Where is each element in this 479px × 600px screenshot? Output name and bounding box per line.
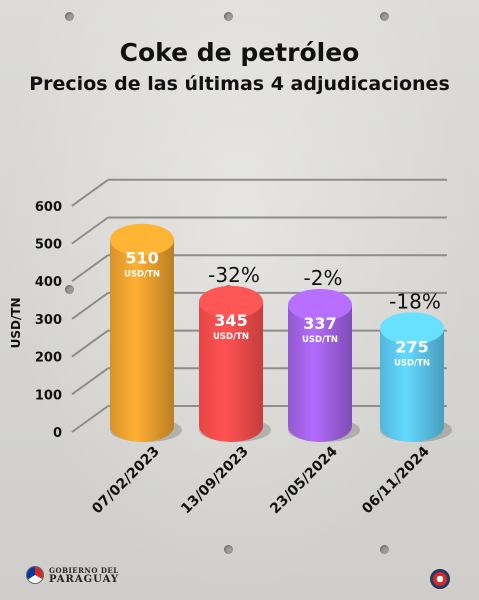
bar — [288, 304, 352, 442]
institution-seal-icon — [430, 569, 450, 589]
x-tick-label: 23/05/2024 — [267, 443, 341, 517]
gobierno-paraguay-logo: GOBIERNO DEL PARAGUAY — [26, 566, 119, 585]
wall-hole-decoration — [380, 545, 389, 554]
paraguay-flag-icon — [26, 566, 44, 584]
bar — [199, 301, 263, 442]
bar-top — [288, 288, 352, 321]
y-tick-label: 600 — [35, 200, 62, 215]
y-tick-label: 0 — [53, 426, 62, 441]
y-tick-label: 100 — [35, 388, 62, 403]
x-tick-label: 13/09/2023 — [178, 444, 252, 518]
grid-line-side — [71, 367, 109, 396]
bar-unit-label: USD/TN — [213, 332, 249, 342]
wall-hole-decoration — [65, 12, 74, 21]
y-axis-label: USD/TN — [9, 297, 23, 348]
logo-line-1: GOBIERNO DEL — [49, 566, 119, 575]
bar-top — [199, 285, 263, 318]
grid-line-side — [71, 329, 109, 358]
wall-hole-decoration — [224, 12, 233, 21]
logo-line-2: PARAGUAY — [49, 574, 119, 585]
wall-hole-decoration — [65, 285, 74, 294]
bar-top — [110, 223, 174, 256]
y-tick-label: 400 — [35, 275, 62, 290]
bar-unit-label: USD/TN — [302, 335, 338, 345]
bar-unit-label: USD/TN — [394, 358, 430, 368]
bar-unit-label: USD/TN — [124, 270, 160, 280]
grid-line-side — [71, 405, 109, 433]
y-tick-label: 200 — [35, 351, 62, 366]
bar-top — [380, 312, 444, 345]
chart-subtitle: Precios de las últimas 4 adjudicaciones — [29, 73, 450, 95]
x-tick-label: 06/11/2024 — [359, 443, 433, 517]
bar-change-label: -32% — [208, 263, 260, 287]
bar-value-label: 345 — [214, 311, 247, 330]
bar-change-label: -18% — [389, 289, 441, 313]
y-tick-label: 500 — [35, 238, 62, 253]
logo-text: GOBIERNO DEL PARAGUAY — [49, 566, 119, 585]
wall-hole-decoration — [224, 545, 233, 554]
x-tick-label: 07/02/2023 — [89, 444, 163, 518]
grid-line-side — [71, 254, 109, 283]
y-tick-label: 300 — [35, 313, 62, 328]
bar-value-label: 337 — [303, 314, 336, 333]
grid-line-side — [71, 216, 109, 245]
wall-hole-decoration — [380, 12, 389, 21]
bar-value-label: 275 — [395, 337, 428, 356]
bar-change-label: -2% — [304, 266, 343, 290]
bar — [380, 328, 444, 442]
chart-title: Coke de petróleo — [119, 38, 360, 67]
bar — [110, 239, 174, 442]
bar-value-label: 510 — [125, 249, 158, 268]
grid-line-side — [71, 292, 109, 320]
grid-line-side — [71, 178, 109, 207]
